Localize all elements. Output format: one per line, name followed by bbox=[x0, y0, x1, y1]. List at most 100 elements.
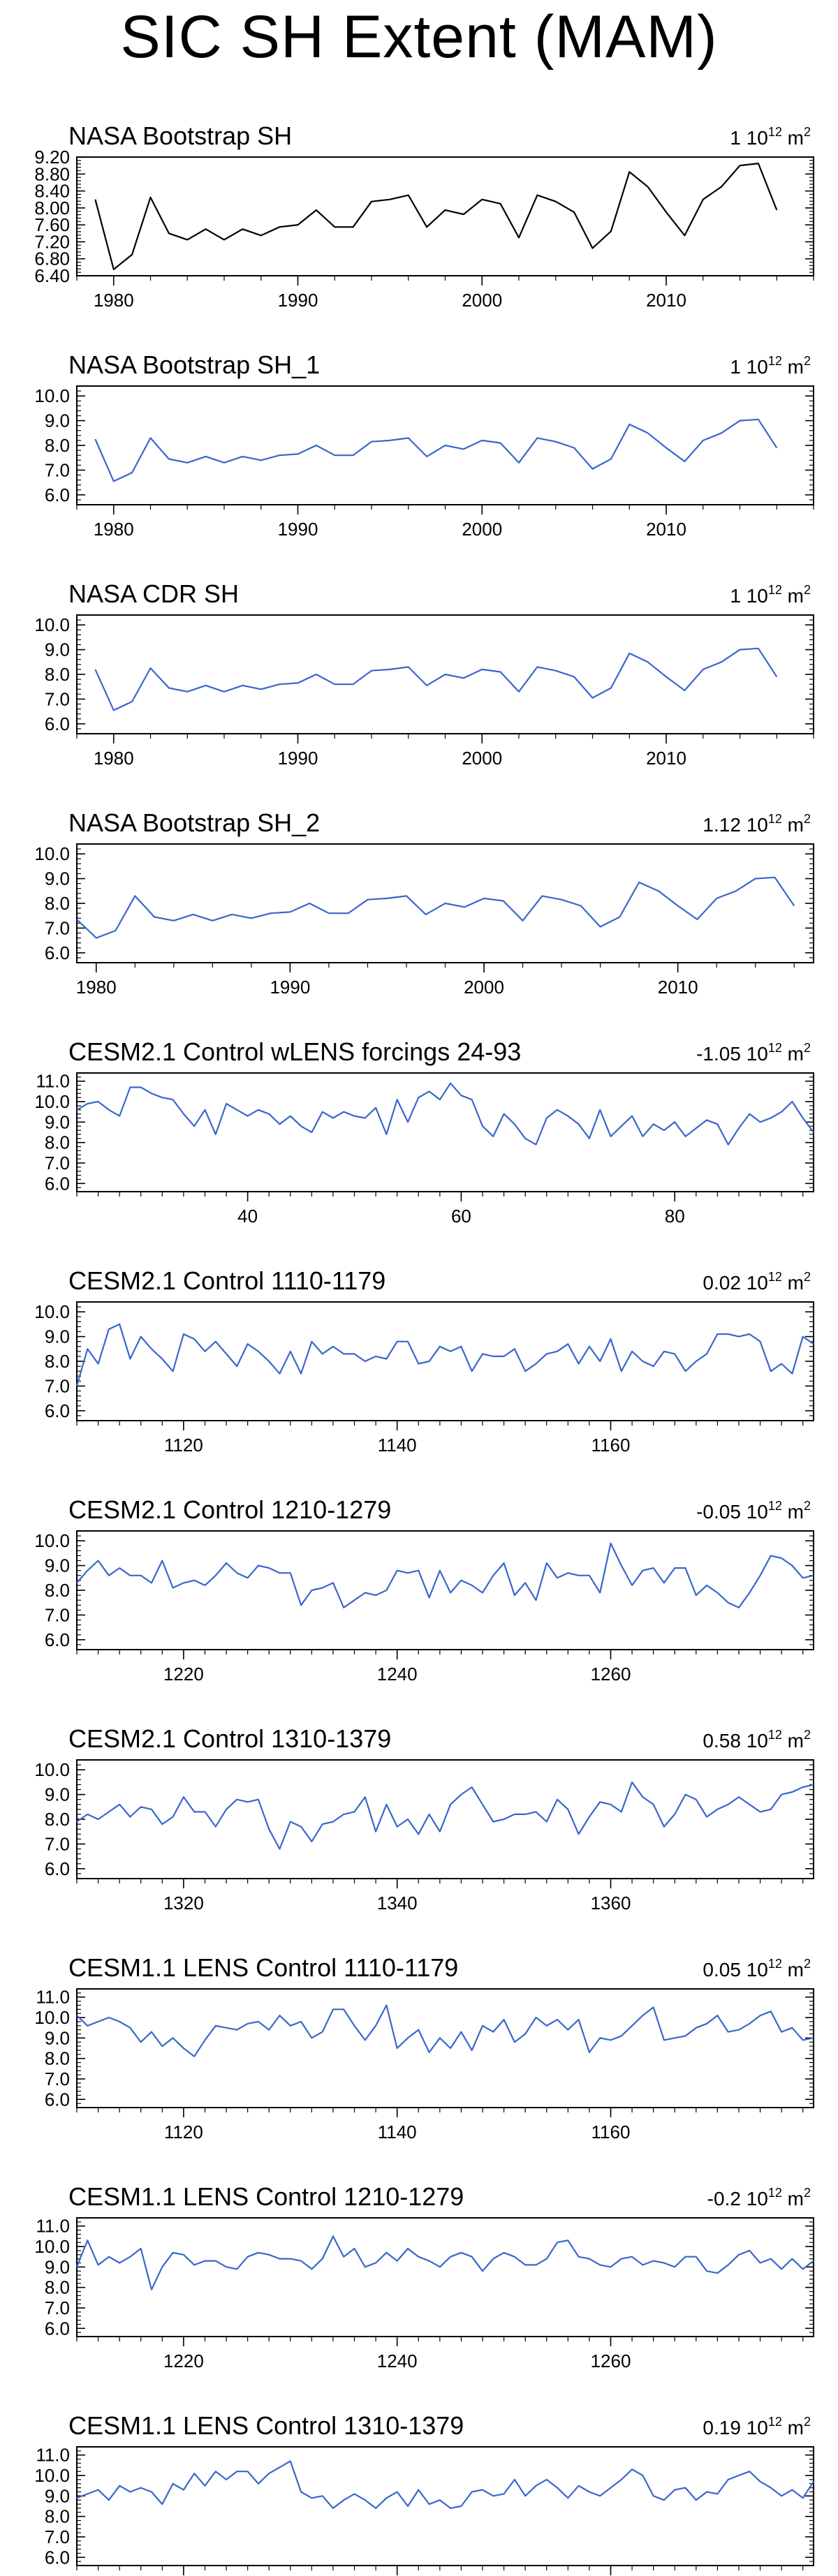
y-tick-label: 8.0 bbox=[45, 893, 70, 914]
y-tick-label: 6.0 bbox=[45, 484, 70, 505]
y-tick-label: 6.80 bbox=[34, 249, 70, 269]
chart-panel: CESM1.1 LENS Control 1310-1379 0.19 1012 … bbox=[34, 2411, 814, 2575]
y-tick-label: 8.0 bbox=[45, 1809, 70, 1830]
y-tick-label: 8.0 bbox=[45, 2506, 70, 2527]
chart-panel: NASA CDR SH 1 1012 m2 6.0 7.0 8.0 9.0 10.0 1980… bbox=[34, 579, 814, 769]
series-line bbox=[94, 418, 778, 482]
x-tick-label: 1990 bbox=[278, 748, 318, 769]
x-tick-label: 1980 bbox=[94, 519, 134, 540]
chart-panel: NASA Bootstrap SH 1 1012 m2 6.406.807.207.… bbox=[34, 121, 814, 311]
panel-title: NASA Bootstrap SH_1 bbox=[68, 350, 320, 379]
trend-label: -1.05 1012 m2 bbox=[696, 1041, 811, 1065]
x-tick-label: 2000 bbox=[464, 977, 504, 998]
plot-frame bbox=[76, 2446, 814, 2566]
panel-title: CESM1.1 LENS Control 1310-1379 bbox=[68, 2411, 464, 2440]
series-line bbox=[76, 1781, 814, 1850]
y-tick-label: 8.80 bbox=[34, 163, 70, 184]
panel-title: NASA Bootstrap SH_2 bbox=[68, 808, 320, 837]
x-tick-label: 40 bbox=[237, 1206, 258, 1227]
y-tick-label: 10.0 bbox=[34, 385, 70, 406]
y-tick-label: 7.0 bbox=[45, 1153, 70, 1174]
y-tick-label: 10.0 bbox=[34, 2465, 70, 2486]
x-tick-label: 1990 bbox=[270, 977, 310, 998]
series-line bbox=[76, 876, 795, 939]
x-tick-label: 2010 bbox=[646, 748, 686, 769]
y-tick-label: 9.0 bbox=[45, 1326, 70, 1347]
chart-panel: CESM2.1 Control wLENS forcings 24-93 -1.0… bbox=[34, 1037, 814, 1227]
y-tick-label: 8.0 bbox=[45, 435, 70, 456]
y-tick-label: 7.0 bbox=[45, 2297, 70, 2318]
y-tick-label: 11.0 bbox=[36, 1071, 70, 1092]
chart-panel: CESM1.1 LENS Control 1110-1179 0.05 1012 … bbox=[34, 1953, 814, 2142]
plot-frame bbox=[76, 156, 814, 276]
panel-title: NASA Bootstrap SH bbox=[68, 121, 292, 150]
trend-label: 1.12 1012 m2 bbox=[703, 812, 811, 836]
chart-panel: CESM1.1 LENS Control 1210-1279 -0.2 1012 … bbox=[34, 2182, 814, 2371]
x-tick-label: 1140 bbox=[378, 2122, 417, 2142]
x-tick-label: 1160 bbox=[591, 2122, 631, 2142]
y-tick-label: 9.0 bbox=[45, 1555, 70, 1576]
series-line bbox=[94, 163, 778, 270]
y-tick-label: 7.0 bbox=[45, 688, 70, 709]
y-tick-label: 9.0 bbox=[45, 2027, 70, 2048]
x-tick-label: 1980 bbox=[94, 290, 134, 311]
panel-title: CESM2.1 Control 1110-1179 bbox=[68, 1266, 385, 1295]
y-tick-label: 11.0 bbox=[36, 1987, 70, 2008]
series-line bbox=[94, 647, 778, 711]
x-tick-label: 1220 bbox=[163, 2351, 204, 2371]
plot-frame bbox=[76, 1988, 814, 2108]
panel-title: NASA CDR SH bbox=[68, 579, 239, 608]
x-tick-label: 1120 bbox=[164, 1435, 203, 1456]
x-tick-label: 2000 bbox=[462, 748, 502, 769]
x-tick-label: 1340 bbox=[377, 1893, 418, 1914]
panel-title: CESM1.1 LENS Control 1110-1179 bbox=[68, 1953, 458, 1982]
y-tick-label: 6.0 bbox=[45, 2089, 70, 2110]
trend-label: 1 1012 m2 bbox=[730, 354, 811, 378]
y-tick-label: 10.0 bbox=[34, 2236, 70, 2257]
y-tick-label: 8.40 bbox=[34, 181, 70, 202]
x-tick-label: 1320 bbox=[163, 1893, 204, 1914]
y-tick-label: 6.40 bbox=[34, 265, 70, 286]
x-tick-label: 60 bbox=[451, 1206, 471, 1227]
x-tick-label: 1240 bbox=[377, 1664, 418, 1685]
y-tick-label: 9.0 bbox=[45, 2485, 70, 2506]
y-tick-label: 9.0 bbox=[45, 2256, 70, 2277]
chart-panel: NASA Bootstrap SH_1 1 1012 m2 6.0 7.0 8.0 9.0… bbox=[34, 350, 814, 540]
x-tick-label: 2000 bbox=[462, 290, 502, 311]
x-tick-label: 1990 bbox=[278, 290, 318, 311]
trend-label: 0.05 1012 m2 bbox=[703, 1957, 811, 1981]
y-tick-label: 6.0 bbox=[45, 2318, 70, 2339]
x-tick-label: 1120 bbox=[164, 2122, 203, 2142]
panel-title: CESM1.1 LENS Control 1210-1279 bbox=[68, 2182, 464, 2211]
trend-label: 1 1012 m2 bbox=[730, 583, 811, 607]
y-tick-label: 7.0 bbox=[45, 1375, 70, 1396]
trend-label: 0.19 1012 m2 bbox=[703, 2415, 811, 2438]
y-tick-label: 6.0 bbox=[45, 1858, 70, 1879]
y-tick-label: 6.0 bbox=[45, 1629, 70, 1650]
y-tick-label: 8.00 bbox=[34, 198, 70, 219]
panel-title: CESM2.1 Control 1210-1279 bbox=[68, 1495, 391, 1524]
x-tick-label: 1980 bbox=[94, 748, 134, 769]
trend-label: -0.05 1012 m2 bbox=[696, 1499, 811, 1523]
y-tick-label: 6.0 bbox=[45, 942, 70, 963]
x-tick-label: 1260 bbox=[591, 2351, 631, 2371]
x-tick-label: 80 bbox=[665, 1206, 685, 1227]
series-line bbox=[76, 2004, 814, 2057]
y-tick-label: 7.60 bbox=[34, 214, 70, 235]
y-tick-label: 8.0 bbox=[45, 1580, 70, 1601]
y-tick-label: 10.0 bbox=[34, 1759, 70, 1780]
x-tick-label: 2010 bbox=[658, 977, 698, 998]
chart-panel: CESM2.1 Control 1110-1179 0.02 1012 m2 6.0… bbox=[34, 1266, 814, 1456]
series-line bbox=[76, 2460, 814, 2509]
x-tick-label: 1980 bbox=[76, 977, 117, 998]
trend-label: 0.58 1012 m2 bbox=[703, 1728, 811, 1752]
y-tick-label: 6.0 bbox=[45, 2547, 70, 2568]
series-line bbox=[76, 1082, 814, 1146]
y-tick-label: 7.0 bbox=[45, 459, 70, 480]
y-tick-label: 9.20 bbox=[34, 147, 70, 168]
y-tick-label: 7.0 bbox=[45, 2526, 70, 2547]
x-tick-label: 2010 bbox=[646, 519, 686, 540]
x-tick-label: 1240 bbox=[377, 2351, 418, 2371]
chart-panel: CESM2.1 Control 1310-1379 0.58 1012 m2 6.0… bbox=[34, 1724, 814, 1914]
